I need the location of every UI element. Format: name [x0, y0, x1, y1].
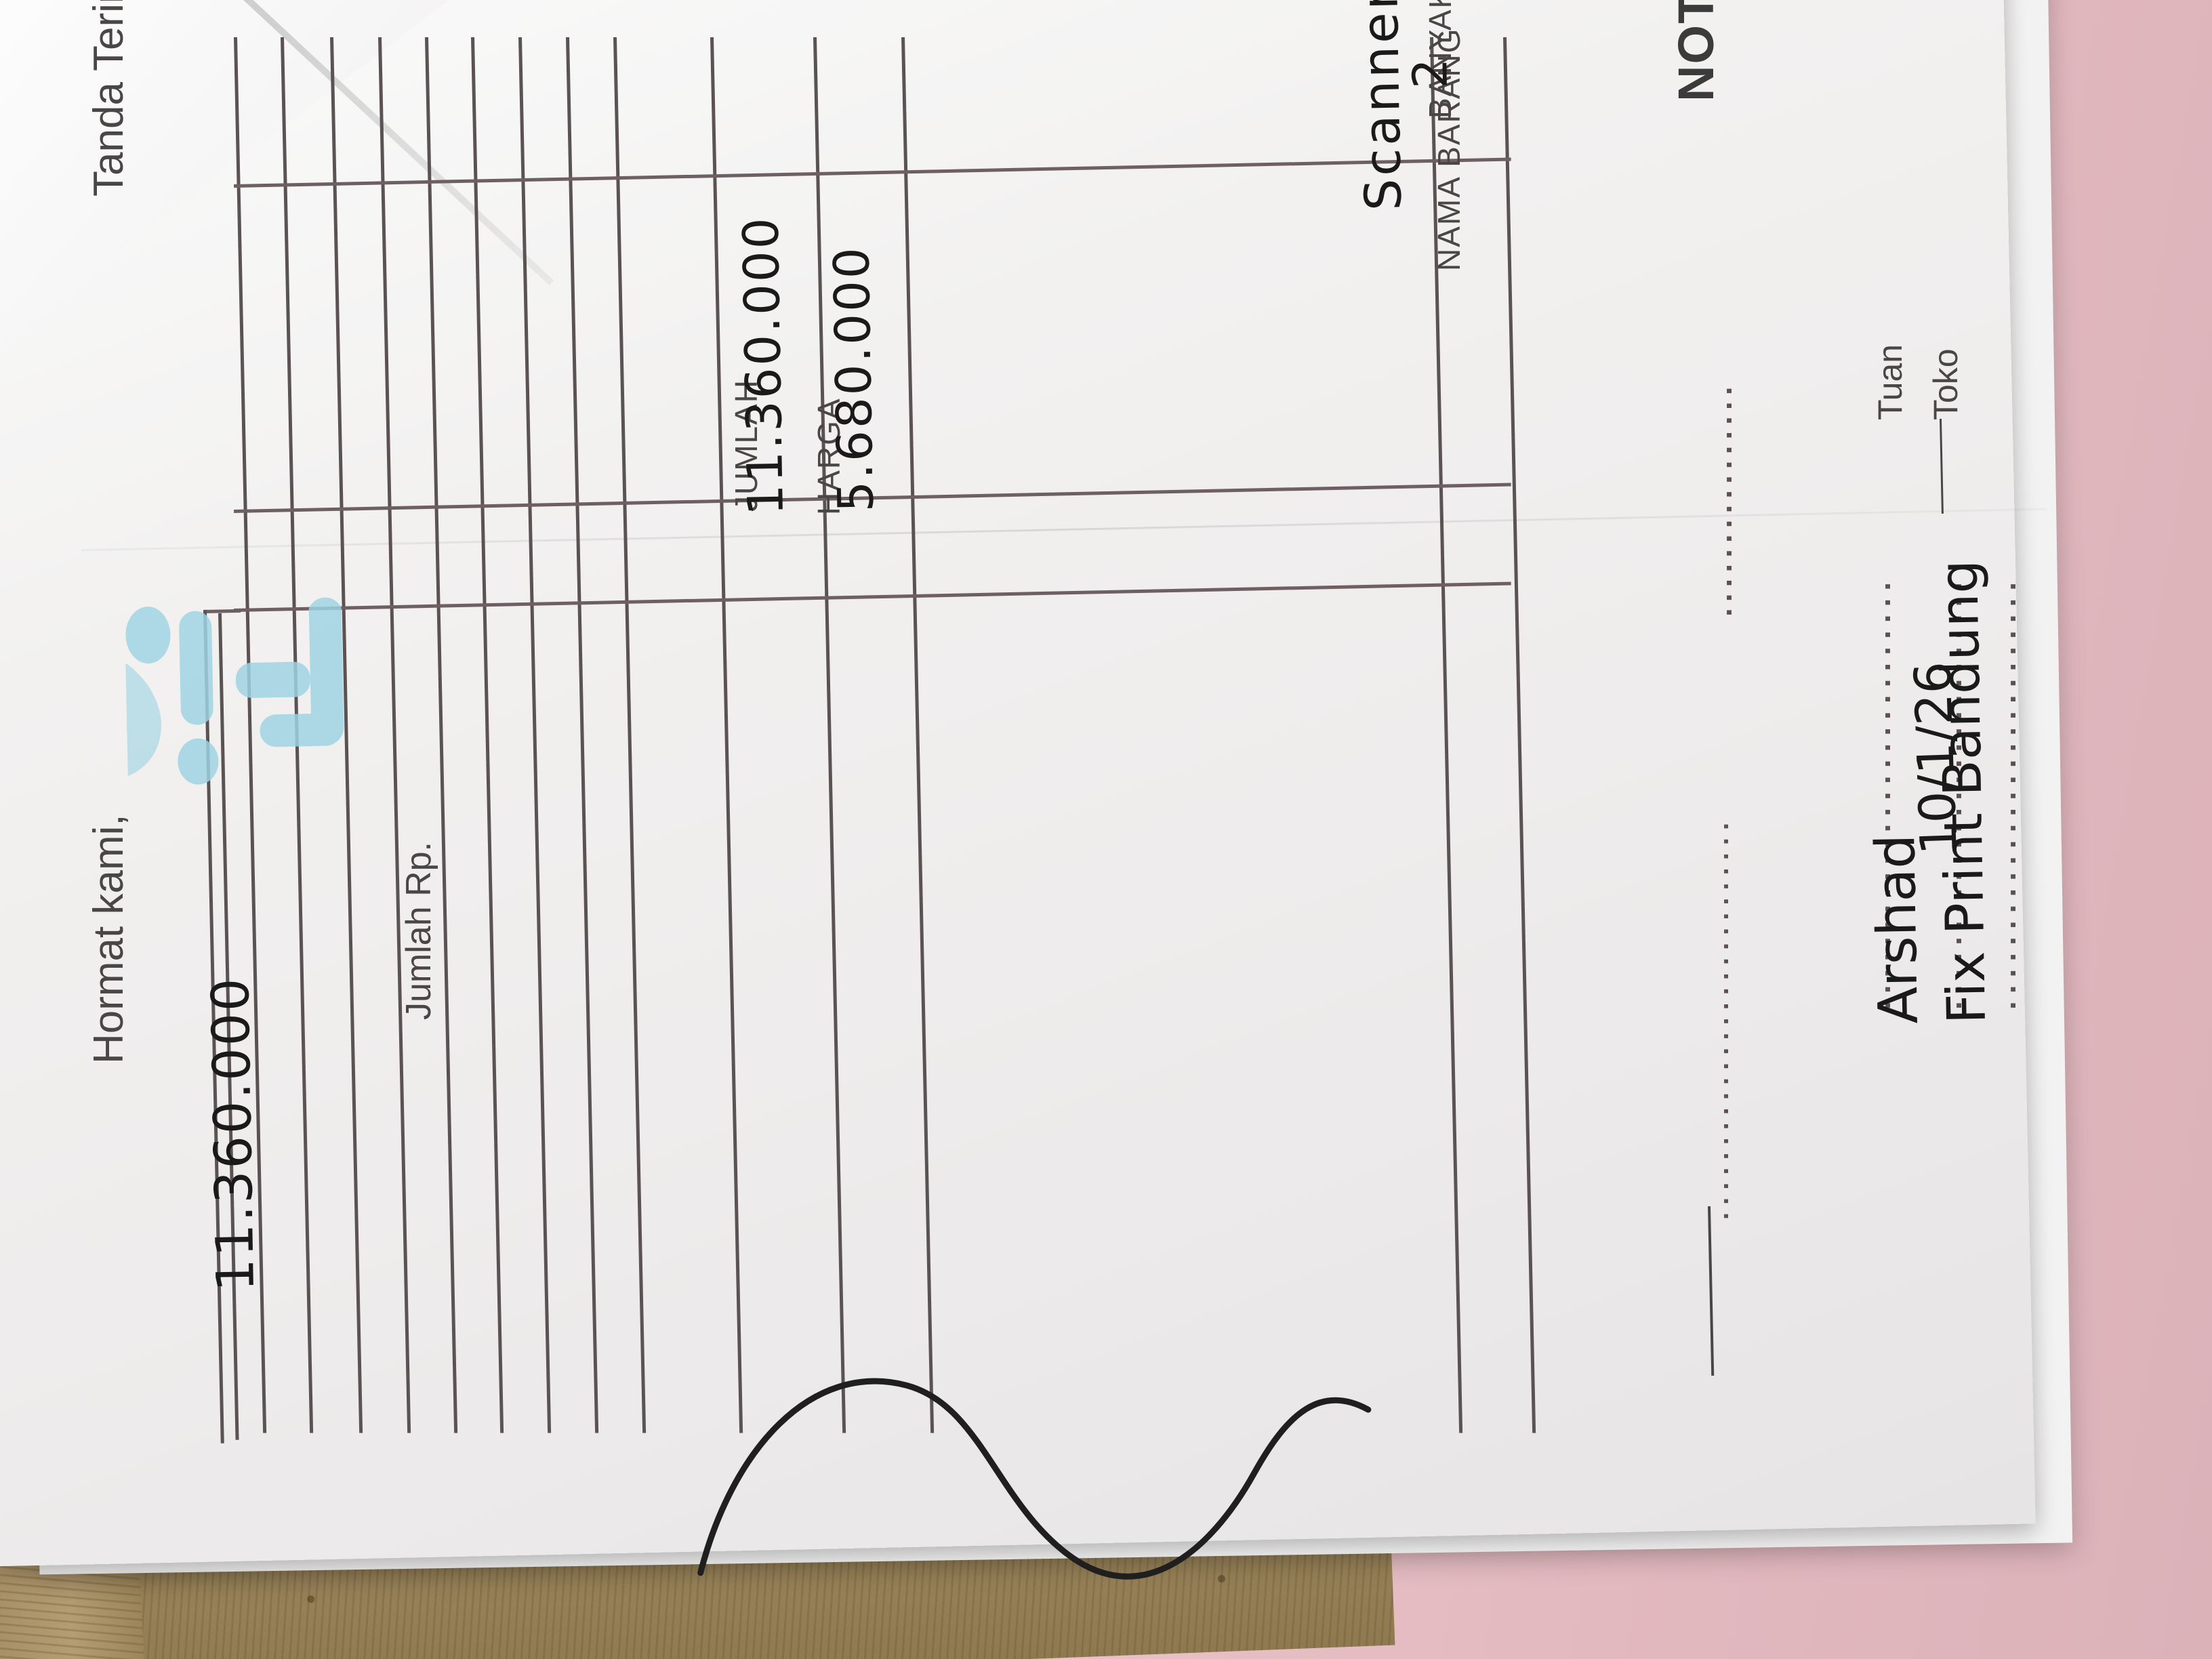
- signature-label-left: Tanda Terima: [85, 0, 132, 197]
- handwritten-customer-name: Arshad: [1864, 834, 1930, 1025]
- row-amount: 11.360.000: [732, 215, 794, 516]
- row-price: 5.680.000: [823, 245, 884, 513]
- row-item-name: Scanner ADS-3100: [1346, 0, 1413, 211]
- recipient-label-tuan: Tuan: [1871, 344, 1909, 420]
- total-label: Jumlah Rp.: [399, 842, 438, 1020]
- address-dotline-2: ...........................: [1704, 815, 1734, 1220]
- handwritten-customer-org: Fix Print Bandung: [1929, 559, 1998, 1025]
- page-title: NOTA NO.: [1667, 0, 1725, 102]
- handwritten-signature: [691, 1274, 1403, 1626]
- recipient-label-toko: Toko: [1927, 348, 1965, 420]
- note-number-field[interactable]: ................: [1703, 380, 1738, 617]
- fix-logo-stamp: [0, 580, 377, 1046]
- signature-label-right: Hormat kami,: [85, 814, 132, 1064]
